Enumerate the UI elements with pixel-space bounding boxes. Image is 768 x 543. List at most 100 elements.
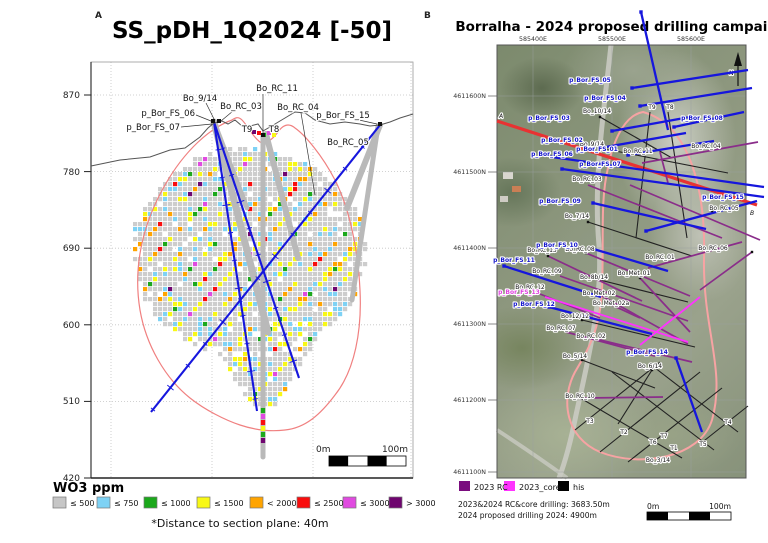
label-bo-9-14: Bo_9/14: [183, 94, 217, 104]
map-frame: [496, 44, 747, 479]
northing-4611200: 4611200N: [453, 397, 486, 404]
historic-drill-traces-map: [574, 111, 749, 463]
core-2023-drill-traces: [544, 296, 701, 346]
map-label-p-bor-fs-11: p_Bor_FS_11: [493, 257, 535, 264]
label-t8: T8: [268, 125, 280, 135]
label-t9: T9: [241, 125, 253, 135]
section-line-a: A: [498, 113, 503, 120]
map-label-p-bor-fs-12: p_Bor_FS_12: [513, 301, 555, 308]
historic-drillholes-section: [210, 118, 383, 460]
map-grid: [497, 45, 746, 478]
elevation-ticks: 870 780 690 600 510 420: [63, 91, 91, 484]
panel-b-map: Borralha - 2024 proposed drilling campai…: [453, 10, 768, 521]
northing-4611300: 4611300N: [453, 321, 486, 328]
map-label-bo-rc-01: Bo_RC_01: [645, 254, 675, 261]
swatch-his: [558, 481, 569, 491]
map-label-bo-9-14: Bo_9/14: [580, 141, 604, 148]
map-label-t9: T9: [647, 104, 656, 111]
northing-4611100: 4611100N: [453, 469, 486, 476]
map-label-bo-rc-07: Bo_RC_07: [546, 325, 576, 332]
map-label-bo-7-14: Bo_7/14: [565, 213, 589, 220]
map-label-bo-met-02a: Bo_Met_02a: [593, 300, 630, 307]
wo3-label-1: ≤ 750: [114, 499, 139, 508]
panel-a-section: A B SS_pDH_1Q2024 [-50]: [52, 11, 436, 530]
map-label-bo-rc-10: Bo_RC_10: [565, 393, 595, 400]
northing-4611500: 4611500N: [453, 169, 486, 176]
swatch-le-2500: [296, 496, 311, 509]
map-collar-dots: [533, 115, 754, 372]
label-bo-rc-03: Bo_RC_03: [220, 102, 262, 112]
map-label-bo-rc-04: Bo_RC_04: [691, 143, 721, 150]
map-label-p-bor-fs-15: p_Bor_FS_15: [702, 194, 744, 201]
wo3-legend: WO3 ppm ≤ 500 ≤ 750 ≤ 1000 ≤ 1500 < 2000…: [52, 481, 436, 509]
map-label-p-bor-fs-05: p_Bor_FS_05: [569, 77, 611, 84]
map-label-bo-10-14: Bo_10/14: [583, 108, 611, 115]
northing-4611600: 4611600N: [453, 93, 486, 100]
collar-markers: [211, 119, 382, 137]
map-label-bo-rc-08: Bo_RC_08: [565, 246, 595, 253]
map-label-p-bor-fs-03: p_Bor_FS_03: [528, 115, 570, 122]
easting-585600: 585600E: [677, 36, 705, 43]
map-label-bo-rc-11: Bo_RC_11: [623, 148, 653, 155]
map-label-t1: T1: [669, 445, 678, 452]
section-corner-a: A: [95, 11, 102, 21]
map-axis-labels: 585400E 585500E 585600E 4611600N 4611500…: [453, 36, 705, 476]
wo3-label-2: ≤ 1000: [161, 499, 191, 508]
scalebar-b-0m: 0m: [647, 502, 659, 511]
proposed-depth-ticks: [150, 144, 365, 412]
map-legend: 2023 RC 2023_core his 2023&2024 RC&core …: [458, 481, 732, 521]
map-label-p-bor-fs-06: p_Bor_FS_06: [531, 151, 573, 158]
label-leaders: [180, 94, 378, 196]
scalebar-b-100m: 100m: [709, 502, 731, 511]
scalebar-a-100m: 100m: [382, 445, 408, 455]
wo3-label-5: ≤ 2500: [314, 499, 344, 508]
wo3-label-3: ≤ 1500: [214, 499, 244, 508]
section-corner-b: B: [424, 11, 431, 21]
map-label-p-bor-fs-09: p_Bor_FS_09: [539, 198, 581, 205]
map-label-t3: T3: [585, 418, 594, 425]
topography-line: [90, 111, 414, 167]
map-label-bo-rc-03: Bo_RC_03: [572, 176, 602, 183]
section-drill-labels: p_Bor_FS_06 p_Bor_FS_07 Bo_9/14 Bo_RC_03…: [125, 83, 371, 149]
label-bo-rc-11: Bo_RC_11: [256, 84, 298, 94]
map-label-bo-rc-05: Bo_RC_05: [709, 205, 739, 212]
swatch-2023-rc: [459, 481, 470, 491]
wo3-label-4: < 2000: [267, 499, 297, 508]
map-label-bo-3-14: Bo_3/14: [646, 457, 670, 464]
label-p-bor-fs-15: p_Bor_FS_15: [316, 111, 370, 121]
wo3-label-6: ≤ 3000: [360, 499, 390, 508]
map-label-p-bor-fs-14: p_Bor_FS_14: [626, 349, 668, 356]
tick-780: 780: [63, 168, 80, 178]
section-line-b: B: [750, 210, 754, 217]
map-label-t4: T4: [723, 419, 732, 426]
stats-line-1: 2023&2024 RC&core drilling: 3683.50m: [458, 500, 610, 509]
legend-label-2023-rc: 2023 RC: [474, 483, 508, 492]
map-label-t7: T7: [659, 433, 668, 440]
map-label-bo-rc-02: Bo_RC_02: [576, 333, 606, 340]
swatch-le-500: [52, 496, 67, 509]
proposed-drill-traces-map: [502, 10, 765, 433]
label-bo-rc-05: Bo_RC_05: [327, 138, 369, 148]
map-label-p-bor-fs-10: p_Bor_FS_10: [536, 242, 578, 249]
rc-2023-drill-traces: [534, 141, 761, 399]
map-label-bo-12-12: Bo_12/12: [561, 313, 589, 320]
section-title: SS_pDH_1Q2024 [-50]: [112, 18, 392, 44]
tick-510: 510: [63, 397, 80, 407]
map-historic-labels: Bo_10/14 T9 T8 Bo_9/14 Bo_RC_11 Bo_RC_04…: [514, 103, 740, 465]
map-label-p-bor-fs-07: p_Bor_FS_07: [579, 161, 621, 168]
tick-870: 870: [63, 91, 80, 101]
swatch-le-1500: [196, 496, 211, 509]
map-label-p-bor-fs-04: p_Bor_FS_04: [584, 95, 626, 102]
map-label-bo-5-14: Bo_5/14: [563, 353, 587, 360]
legend-label-2023-core: 2023_core: [519, 483, 561, 492]
block-model: [133, 147, 368, 407]
tick-690: 690: [63, 244, 80, 254]
northing-4611400: 4611400N: [453, 245, 486, 252]
map-label-bo-met-01: Bo_Met_01: [618, 270, 651, 277]
map-label-bo-rc-09: Bo_RC_09: [532, 268, 562, 275]
map-title: Borralha - 2024 proposed drilling campai…: [455, 19, 768, 35]
swatch-lt-2000: [249, 496, 264, 509]
map-label-t2: T2: [619, 429, 628, 436]
